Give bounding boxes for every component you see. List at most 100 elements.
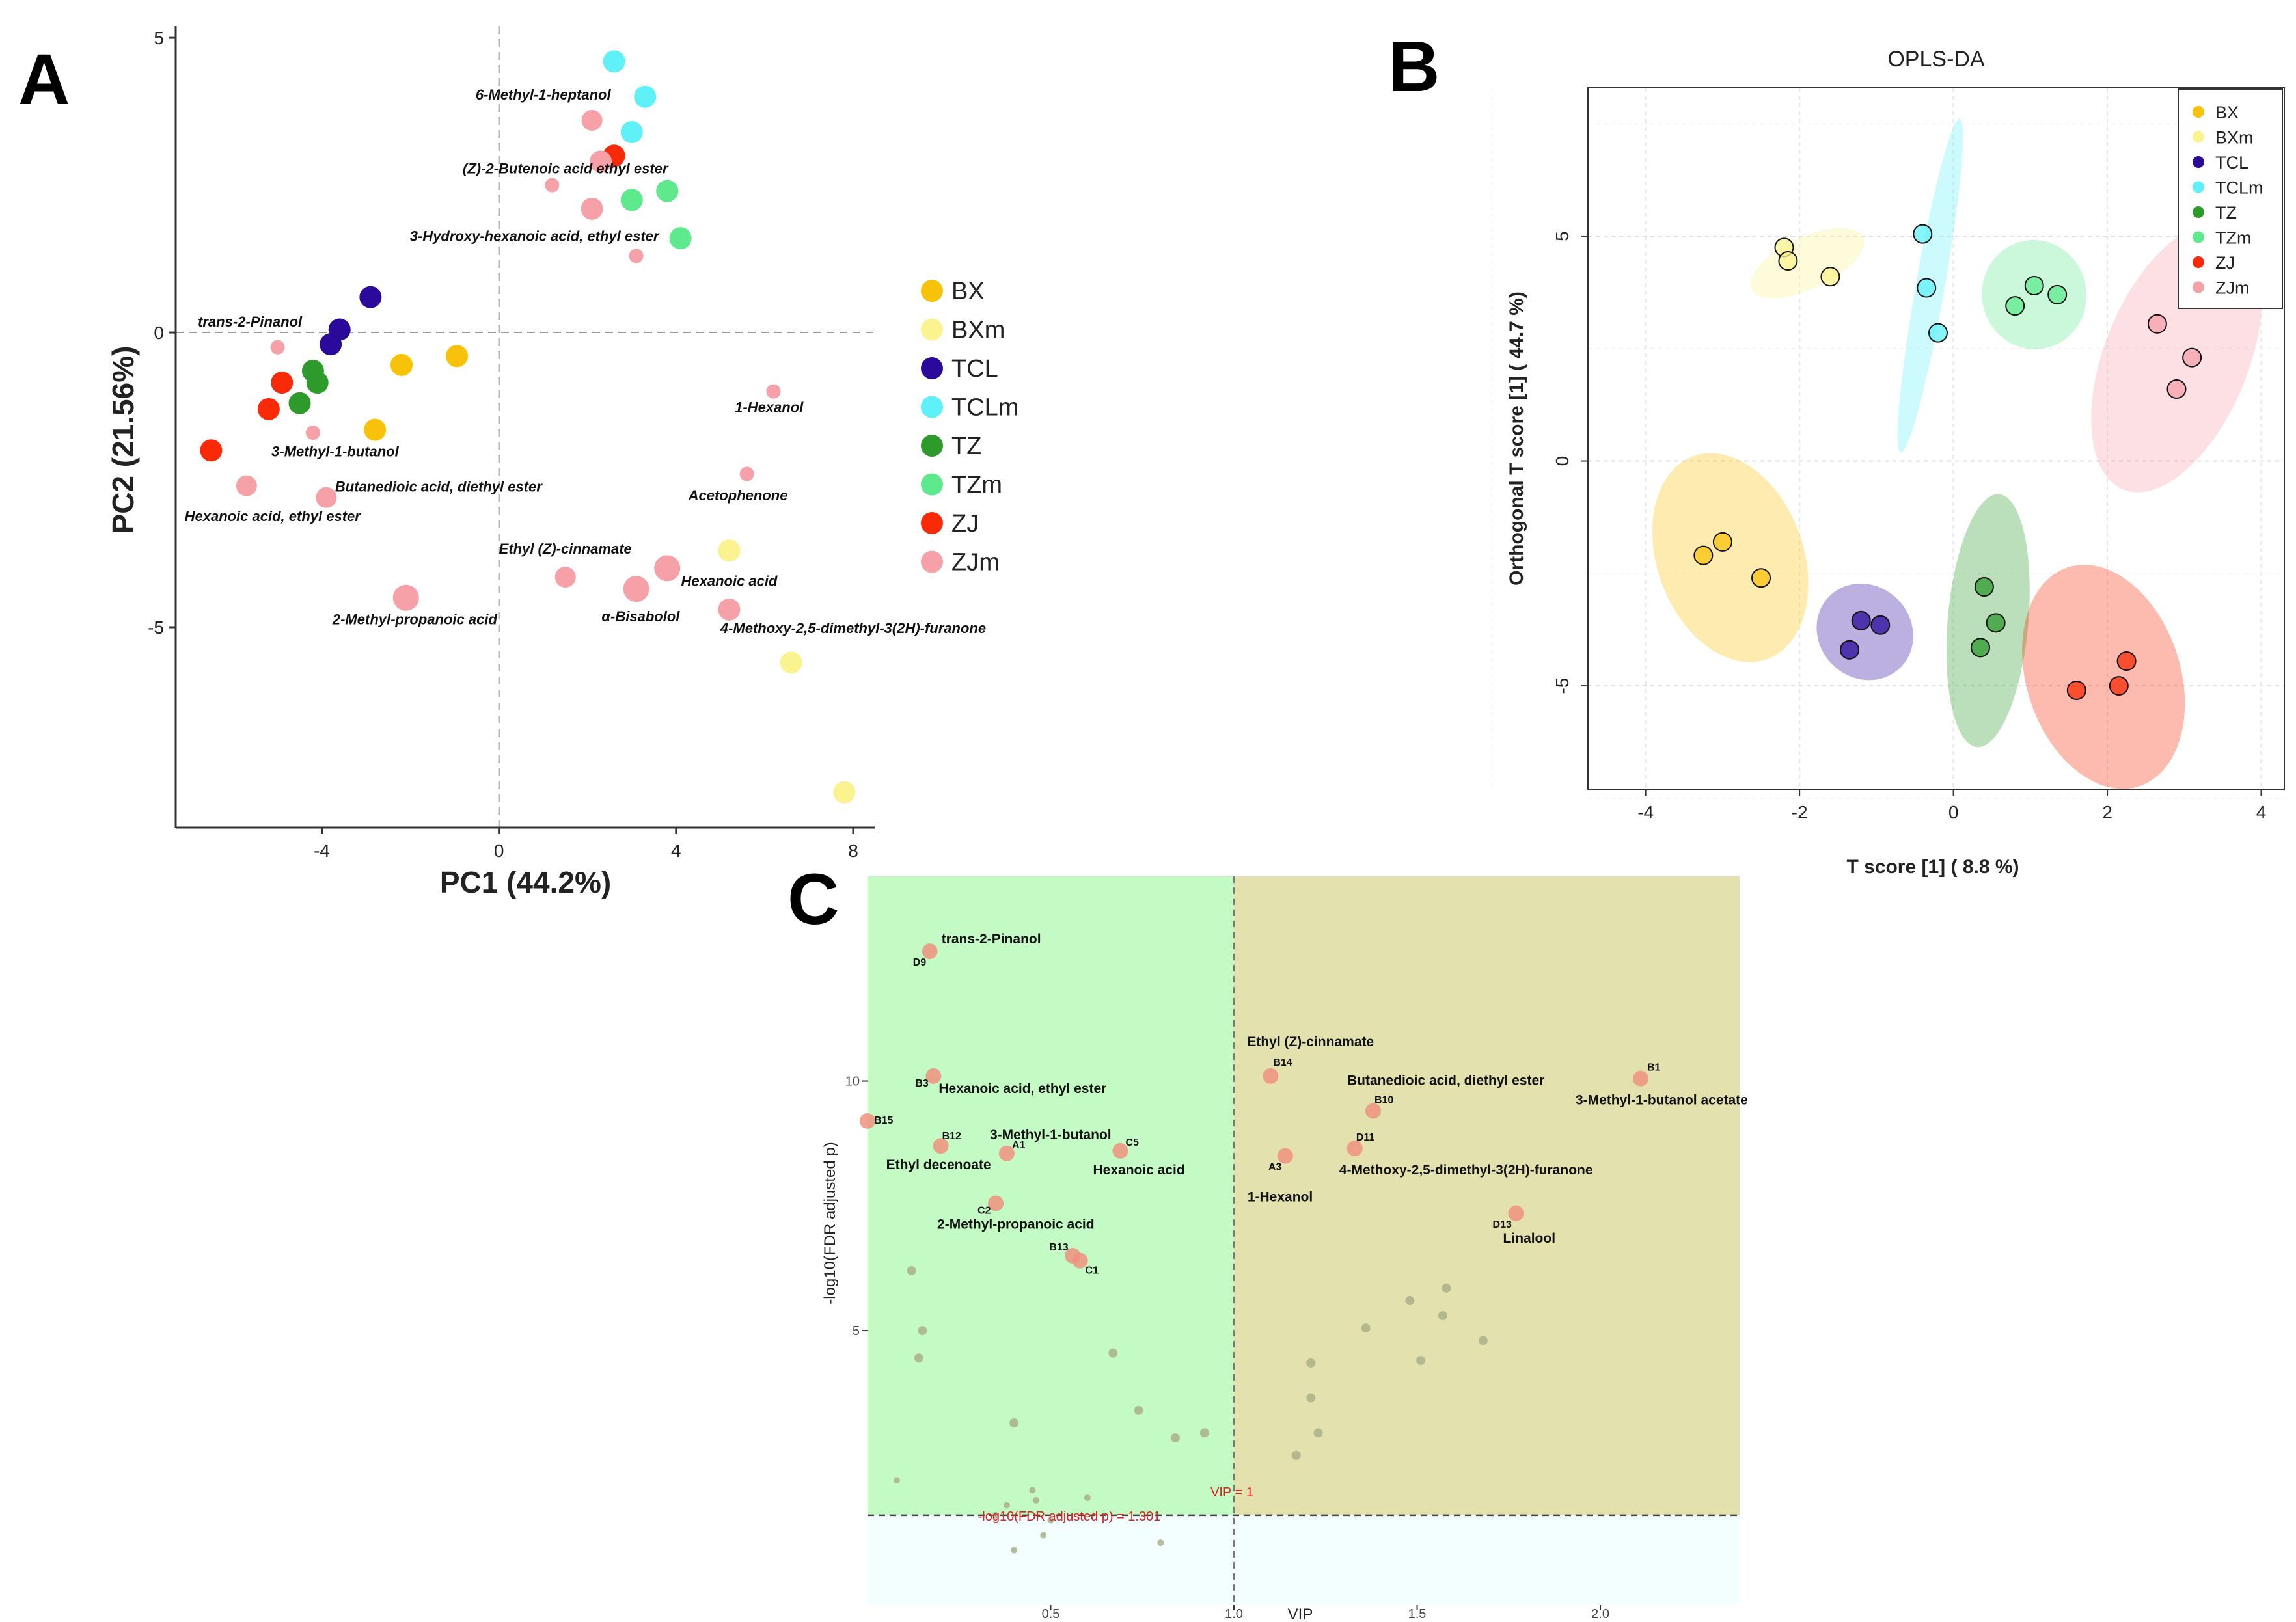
compound-label: trans-2-Pinanol xyxy=(942,932,1041,947)
opls-point xyxy=(1913,224,1933,244)
pca-annotation: 4-Methoxy-2,5-dimethyl-3(2H)-furanone xyxy=(720,620,986,636)
opls-point xyxy=(2024,276,2044,296)
vip-significant-point xyxy=(1112,1142,1128,1159)
y-tick-label: 5 xyxy=(1552,231,1572,241)
pca-point xyxy=(316,487,337,508)
vip-significant-point xyxy=(922,943,938,960)
pca-annotation: 6-Methyl-1-heptanol xyxy=(476,87,612,103)
pca-annotation: α-Bisabolol xyxy=(601,608,680,625)
vip-point xyxy=(1438,1311,1447,1321)
x-tick-label: 0 xyxy=(494,841,504,861)
point-id-label: D9 xyxy=(913,957,927,968)
compound-label: 4-Methoxy-2,5-dimethyl-3(2H)-furanone xyxy=(1339,1163,1593,1178)
non-important-region xyxy=(868,876,1235,1515)
compound-label: 2-Methyl-propanoic acid xyxy=(937,1217,1095,1232)
point-id-label: B10 xyxy=(1374,1095,1393,1106)
y-tick-label: 5 xyxy=(853,1324,860,1338)
legend-marker xyxy=(2193,156,2204,168)
vip-point xyxy=(1361,1323,1371,1333)
opls-point xyxy=(1820,267,1840,287)
legend-label: BXm xyxy=(2215,128,2254,148)
legend-label: ZJm xyxy=(2215,278,2249,298)
y-tick-label: 10 xyxy=(845,1075,860,1089)
point-id-label: C2 xyxy=(977,1205,991,1216)
pca-annotation: Ethyl (Z)-cinnamate xyxy=(499,541,632,557)
legend-label: TZm xyxy=(2215,228,2251,248)
opls-point xyxy=(1693,545,1714,565)
opls-da-panel: OPLS-DA -4 -2 0 2 4 -5 0 5 T score [1] ( 8.8 %) Or… xyxy=(1491,47,2285,878)
vip-significant-point xyxy=(1365,1103,1381,1119)
pca-point xyxy=(581,197,603,220)
vip-point xyxy=(1084,1494,1091,1502)
chart-title: OPLS-DA xyxy=(1887,47,1985,72)
pca-point xyxy=(320,333,342,356)
p-threshold-label: -log10(FDR adjusted p) = 1.301 xyxy=(978,1509,1161,1524)
compound-label: Hexanoic acid, ethyl ester xyxy=(938,1081,1106,1096)
legend-label: TCLm xyxy=(951,394,1018,422)
panel-letter-b: B xyxy=(1388,27,1440,107)
vip-point xyxy=(1313,1428,1323,1438)
x-tick-label: -2 xyxy=(1792,802,1808,822)
point-id-label: B14 xyxy=(1273,1057,1292,1068)
pca-point xyxy=(590,150,612,173)
vip-volcano-panel: 0.5 1.0 1.5 2.0 5 10 VIP -log10(FDR adjusted p)… xyxy=(821,876,1748,1622)
vip-point xyxy=(1108,1348,1118,1358)
pca-annotation: (Z)-2-Butenoic acid ethyl ester xyxy=(463,160,669,176)
pca-point xyxy=(236,475,257,496)
legend-label: ZJ xyxy=(951,510,979,537)
legend-label: BX xyxy=(2215,103,2239,122)
legend-marker xyxy=(921,318,943,341)
pca-point xyxy=(390,353,413,376)
vip-point xyxy=(1416,1356,1426,1366)
confidence-ellipse xyxy=(2022,565,2185,789)
pca-annotation: Hexanoic acid xyxy=(681,573,778,589)
y-axis-label: Orthogonal T score [1] ( 44.7 %) xyxy=(1506,291,1527,586)
point-id-label: B1 xyxy=(1647,1062,1661,1074)
important-region xyxy=(1234,876,1740,1515)
opls-point xyxy=(1974,577,1994,597)
point-id-label: D13 xyxy=(1493,1219,1512,1230)
pca-point xyxy=(718,539,741,562)
opls-point xyxy=(2047,284,2068,304)
legend-marker xyxy=(921,473,943,496)
opls-point xyxy=(1870,615,1891,635)
vip-point xyxy=(1157,1539,1164,1547)
compound-label: Ethyl (Z)-cinnamate xyxy=(1247,1034,1374,1049)
vip-point xyxy=(914,1353,923,1363)
pca-point xyxy=(656,180,679,202)
legend-marker xyxy=(2193,106,2204,118)
pca-point xyxy=(581,109,603,131)
y-axis-label: PC2 (21.56%) xyxy=(106,346,140,534)
compound-label: 3-Methyl-1-butanol acetate xyxy=(1576,1093,1748,1108)
vip-point xyxy=(918,1326,927,1336)
pca-annotation: 3-Methyl-1-butanol xyxy=(271,443,399,459)
legend-label: TCL xyxy=(951,355,998,383)
vip-point xyxy=(1306,1393,1316,1403)
vip-significant-point xyxy=(1632,1070,1648,1087)
x-tick-label: 1.5 xyxy=(1408,1607,1427,1621)
x-tick-label: -4 xyxy=(1637,802,1654,822)
legend-marker xyxy=(2193,131,2204,143)
pca-panel: -4 0 4 8 -5 0 5 PC1 (44.2%) PC2 (21.56%) 6-Methyl… xyxy=(106,26,1018,899)
opls-point xyxy=(1751,568,1771,588)
x-tick-label: 0.5 xyxy=(1042,1607,1060,1621)
opls-point xyxy=(1928,323,1948,343)
legend-marker xyxy=(921,357,943,379)
pca-point xyxy=(554,567,576,588)
pca-point xyxy=(257,398,280,420)
opls-point xyxy=(1986,613,2006,633)
vip-threshold-label: VIP = 1 xyxy=(1210,1485,1253,1500)
pca-point xyxy=(766,384,781,399)
pca-point xyxy=(306,372,329,394)
point-id-label: B13 xyxy=(1049,1242,1068,1253)
vip-point xyxy=(1047,1517,1054,1524)
legend-label: ZJ xyxy=(2215,253,2235,273)
vip-point xyxy=(1011,1547,1018,1554)
y-tick-label: 5 xyxy=(154,28,164,48)
vip-significant-point xyxy=(988,1195,1004,1211)
x-tick-label: 0 xyxy=(1948,802,1959,822)
x-tick-label: 8 xyxy=(848,841,858,861)
vip-point xyxy=(1134,1405,1143,1415)
compound-label: 3-Methyl-1-butanol xyxy=(990,1128,1112,1142)
